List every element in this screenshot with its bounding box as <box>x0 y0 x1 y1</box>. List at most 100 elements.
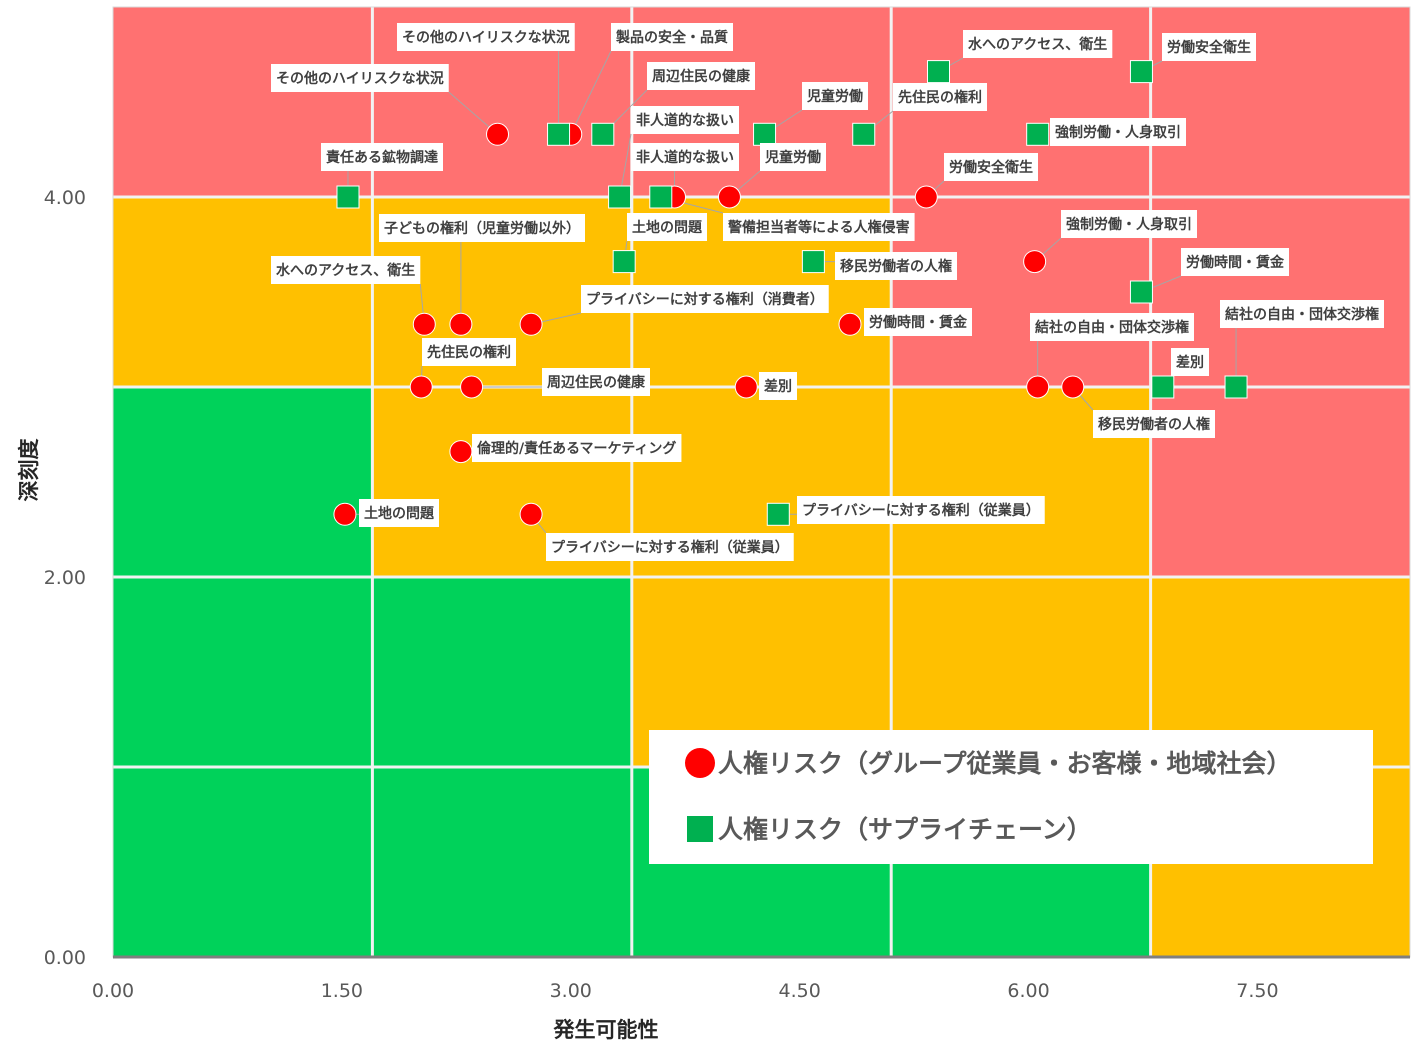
data-label: 土地の問題 <box>632 219 703 236</box>
data-label-box <box>271 256 421 284</box>
data-label: 製品の安全・品質 <box>615 29 728 46</box>
leader-line <box>570 50 612 135</box>
y-axis-title: 深刻度 <box>17 439 41 502</box>
data-label: 子どもの権利（児童労働以外） <box>384 220 580 237</box>
data-label: 労働時間・賃金 <box>1186 254 1285 271</box>
data-label: 水へのアクセス、衛生 <box>968 36 1107 53</box>
data-label: プライバシーに対する権利（消費者） <box>586 291 824 308</box>
legend-box <box>649 730 1373 864</box>
data-label: 労働安全衛生 <box>1167 39 1251 56</box>
data-label: 先住民の権利 <box>427 344 511 361</box>
risk-point-supply-chain <box>1129 60 1153 84</box>
data-label-box <box>379 214 585 242</box>
risk-point-group <box>838 312 862 336</box>
data-label: 非人道的な扱い <box>636 149 734 166</box>
risk-point-supply-chain <box>852 122 876 146</box>
data-label-box <box>631 106 739 134</box>
data-label-box <box>963 30 1113 58</box>
data-label-box <box>723 213 915 241</box>
x-tick-label: 6.00 <box>1007 980 1049 1002</box>
data-label-box <box>1093 410 1215 438</box>
zone-cell-green <box>113 767 373 957</box>
risk-point-group <box>409 375 433 399</box>
data-label-box <box>1220 300 1384 328</box>
legend-series-1: 人権リスク（グループ従業員・お客様・地域社会） <box>718 749 1292 778</box>
risk-point-supply-chain <box>766 502 790 526</box>
x-tick-label: 7.50 <box>1236 980 1278 1002</box>
risk-point-group <box>519 502 543 526</box>
risk-point-supply-chain <box>801 250 825 274</box>
data-label-box <box>864 308 972 336</box>
data-label-box <box>422 338 516 366</box>
data-label-box <box>359 499 439 527</box>
data-label: その他のハイリスクな状況 <box>402 29 570 46</box>
data-label-box <box>542 368 650 396</box>
legend: 人権リスク（グループ従業員・お客様・地域社会） 人権リスク（サプライチェーン） <box>649 730 1373 864</box>
risk-point-supply-chain <box>1151 375 1175 399</box>
data-label: 先住民の権利 <box>898 89 982 106</box>
data-label: 水へのアクセス、衛生 <box>276 262 415 279</box>
risk-point-group <box>1023 250 1047 274</box>
y-tick-label: 2.00 <box>44 567 86 589</box>
data-label: 非人道的な扱い <box>636 112 734 129</box>
data-label-box <box>1171 348 1209 376</box>
legend-square-marker <box>687 816 713 842</box>
risk-point-group <box>914 185 938 209</box>
data-label-box <box>321 143 443 171</box>
data-label: 移民労働者の人権 <box>840 258 952 275</box>
risk-point-group <box>1061 375 1085 399</box>
data-label-box <box>1061 210 1197 238</box>
data-label: 責任ある鉱物調達 <box>326 149 438 166</box>
risk-point-supply-chain <box>1224 375 1248 399</box>
data-markers <box>333 60 1248 526</box>
risk-point-group <box>734 375 758 399</box>
data-label-box <box>472 434 682 462</box>
data-label-box <box>581 285 829 313</box>
data-label-box <box>397 23 575 51</box>
data-label: 倫理的/責任あるマーケティング <box>477 440 676 457</box>
data-label-box <box>797 496 1045 524</box>
data-label-box <box>1030 313 1194 341</box>
data-label-box <box>759 372 797 400</box>
data-label: 児童労働 <box>764 149 821 166</box>
y-tick-labels: 0.00 2.00 4.00 <box>44 187 86 969</box>
zone-cell-green <box>372 767 632 957</box>
risk-point-group <box>717 185 741 209</box>
data-label-box <box>760 143 826 171</box>
data-label: 土地の問題 <box>364 505 435 522</box>
risk-point-supply-chain <box>591 122 615 146</box>
zone-cell-green <box>113 387 373 577</box>
data-label: 差別 <box>1176 354 1204 371</box>
data-label-box <box>893 83 987 111</box>
data-label: その他のハイリスクな状況 <box>276 70 444 87</box>
data-label-box <box>647 62 755 90</box>
data-label: 周辺住民の健康 <box>547 374 646 391</box>
data-label: 労働安全衛生 <box>949 159 1033 176</box>
risk-point-supply-chain <box>547 122 571 146</box>
data-label-box <box>944 153 1038 181</box>
x-tick-label: 1.50 <box>321 980 363 1002</box>
data-label-box <box>1181 248 1289 276</box>
data-label-box <box>627 213 707 241</box>
risk-point-supply-chain <box>649 185 673 209</box>
x-axis-title: 発生可能性 <box>553 1018 659 1042</box>
data-label: 警備担当者等による人権侵害 <box>728 219 910 236</box>
risk-point-supply-chain <box>612 250 636 274</box>
data-label-box <box>546 533 794 561</box>
data-label: 強制労働・人身取引 <box>1055 124 1181 141</box>
risk-point-group <box>1026 375 1050 399</box>
risk-point-group <box>449 440 473 464</box>
legend-circle-marker <box>685 748 715 778</box>
y-tick-label: 4.00 <box>44 187 86 209</box>
data-label-box <box>631 143 739 171</box>
zone-cell-green <box>113 577 373 767</box>
risk-point-group <box>519 312 543 336</box>
x-tick-label: 4.50 <box>778 980 820 1002</box>
risk-point-supply-chain <box>927 60 951 84</box>
risk-point-group <box>449 312 473 336</box>
y-tick-label: 0.00 <box>44 947 86 969</box>
risk-point-supply-chain <box>336 185 360 209</box>
data-label-box <box>1162 33 1256 61</box>
